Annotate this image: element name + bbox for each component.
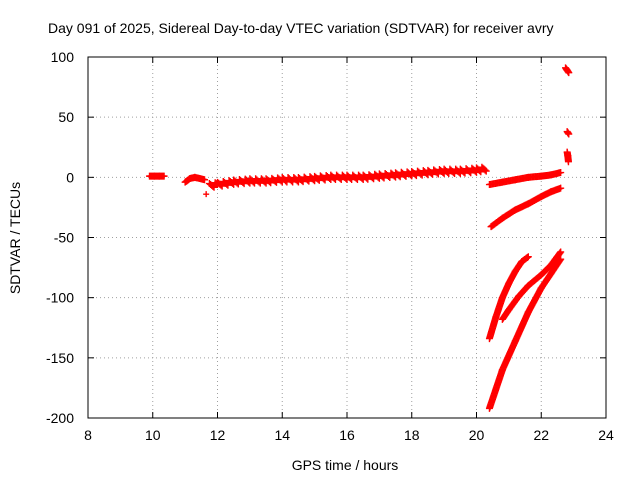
- data-point: [557, 169, 565, 177]
- y-tick-label: -50: [54, 230, 74, 246]
- x-tick-label: 8: [84, 427, 92, 443]
- x-tick-label: 14: [274, 427, 290, 443]
- data-point: [565, 130, 573, 138]
- series-arc7: [485, 253, 532, 343]
- x-tick-label: 12: [210, 427, 226, 443]
- data-point: [565, 69, 573, 77]
- data-point: [557, 184, 565, 192]
- series-arc3-point: [203, 191, 210, 198]
- series-arc5: [485, 169, 565, 189]
- series-arc2: [181, 173, 209, 186]
- data-point: [203, 191, 210, 198]
- series-arc11: [563, 128, 573, 138]
- y-tick-label: 50: [58, 109, 74, 125]
- series-arc1: [146, 172, 168, 180]
- x-tick-label: 16: [339, 427, 355, 443]
- data-points: [146, 64, 573, 412]
- y-tick-label: -150: [46, 350, 74, 366]
- chart-title: Day 091 of 2025, Sidereal Day-to-day VTE…: [48, 20, 554, 36]
- series-arc10: [562, 64, 573, 77]
- x-tick-label: 10: [145, 427, 161, 443]
- x-axis-label: GPS time / hours: [292, 457, 399, 473]
- series-arc8: [498, 248, 565, 323]
- axis-ticks: 8 10 12 14 16 18 20 22 24 -200 -150 -100 -50 0 50 100: [46, 49, 614, 443]
- y-tick-label: 0: [66, 169, 74, 185]
- series-arc6: [487, 184, 565, 231]
- series-arc4: [205, 163, 490, 191]
- data-point: [201, 176, 209, 184]
- y-tick-label: -100: [46, 290, 74, 306]
- x-tick-label: 24: [598, 427, 614, 443]
- y-tick-label: 100: [51, 49, 75, 65]
- data-point: [481, 166, 489, 174]
- data-point: [524, 253, 532, 261]
- x-tick-label: 20: [469, 427, 485, 443]
- data-point: [564, 158, 572, 166]
- data-point: [160, 172, 168, 180]
- data-point: [482, 167, 490, 175]
- data-point: [557, 248, 565, 256]
- y-tick-label: -200: [46, 410, 74, 426]
- series-arc9: [485, 255, 565, 412]
- series-arc12: [563, 148, 572, 166]
- y-axis-label: SDTVAR / TECUs: [7, 182, 23, 294]
- x-tick-label: 18: [404, 427, 420, 443]
- grid: [88, 57, 606, 418]
- x-tick-label: 22: [533, 427, 549, 443]
- data-point: [557, 255, 565, 263]
